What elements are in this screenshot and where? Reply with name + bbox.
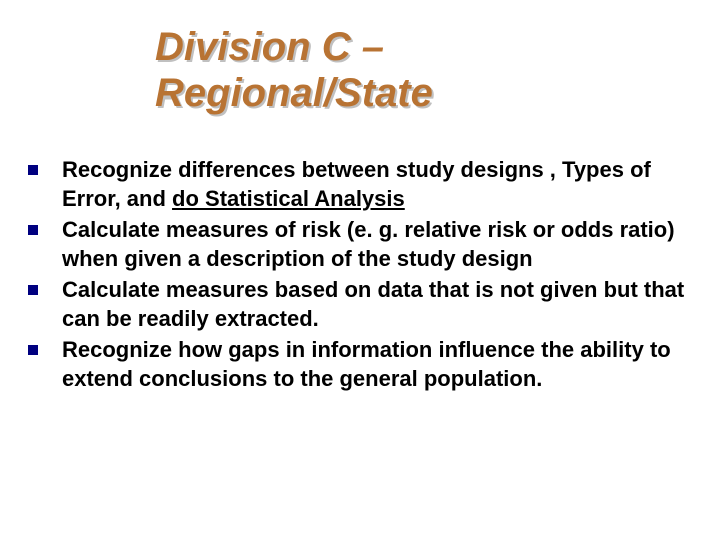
title-line2: Regional/State [155, 71, 433, 115]
bullet-square-icon [28, 345, 38, 355]
title-line1: Division C – [155, 25, 384, 69]
bullet-list: Recognize differences between study desi… [28, 155, 690, 395]
bullet-text: Calculate measures based on data that is… [62, 275, 690, 333]
list-item: Calculate measures based on data that is… [28, 275, 690, 333]
list-item: Recognize differences between study desi… [28, 155, 690, 213]
bullet-square-icon [28, 225, 38, 235]
list-item: Recognize how gaps in information influe… [28, 335, 690, 393]
bullet-text: Recognize differences between study desi… [62, 155, 690, 213]
bullet-text: Calculate measures of risk (e. g. relati… [62, 215, 690, 273]
bullet-square-icon [28, 165, 38, 175]
list-item: Calculate measures of risk (e. g. relati… [28, 215, 690, 273]
slide-title: Division C – Division C – Regional/State… [155, 24, 433, 116]
bullet-text: Recognize how gaps in information influe… [62, 335, 690, 393]
bullet-square-icon [28, 285, 38, 295]
